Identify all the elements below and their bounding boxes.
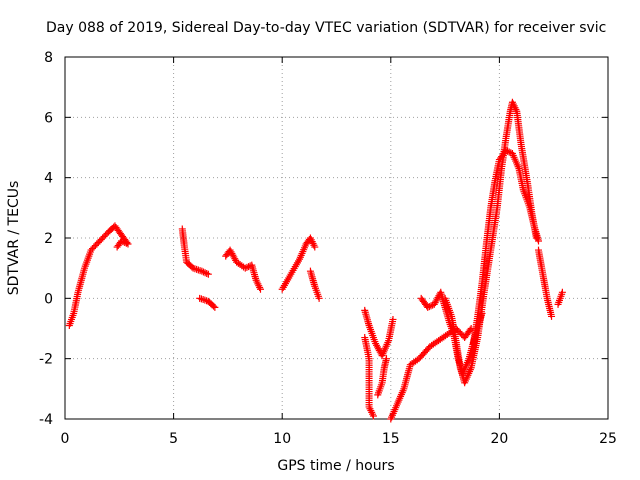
series-arc-6 [306,267,323,302]
data-point [114,242,122,250]
data-point [198,267,206,275]
y-tick-label: 8 [44,50,53,66]
y-tick-label: 4 [44,171,53,187]
data-point [241,264,249,272]
series-arc-13 [469,147,542,348]
data-point [199,268,207,276]
series-arc-1 [65,222,132,329]
data-point [466,326,474,334]
data-point [548,312,556,320]
data-point [211,303,219,311]
series-arc-8 [361,334,377,420]
data-point [534,237,542,245]
data-point [502,147,510,155]
data-point [369,412,377,420]
plot-frame [64,56,609,420]
data-point [201,269,209,277]
data-point [204,270,212,278]
y-tick-label: 6 [44,110,53,126]
x-tick-label: 0 [61,431,70,447]
data-point [113,243,121,251]
series-arc-7 [361,306,397,360]
chart-title: Day 088 of 2019, Sidereal Day-to-day VTE… [46,20,606,36]
data-point [558,288,566,296]
data-point [203,269,211,277]
data-points [65,98,566,423]
series-arc-14 [534,246,556,320]
data-point [256,285,264,293]
series-arc-9 [374,355,390,399]
data-point [210,302,218,310]
x-tick-label: 5 [169,431,178,447]
x-tick-label: 15 [382,431,400,447]
x-tick-label: 25 [599,431,617,447]
y-tick-label: 2 [44,231,53,247]
y-tick-label: 0 [44,291,53,307]
y-tick-label: -2 [39,352,53,368]
data-point [389,315,397,323]
data-point [504,147,512,155]
data-point [427,302,435,310]
data-point [122,239,130,247]
series-arc-12 [441,98,540,387]
data-point [199,296,207,304]
y-tick-label: -4 [39,412,53,428]
series-arc-4 [222,246,264,293]
gridlines [65,57,608,419]
x-tick-label: 10 [273,431,291,447]
data-point [124,240,132,248]
series-arc-3 [196,294,219,311]
data-point [196,294,204,302]
data-point [197,295,205,303]
y-axis-label: SDTVAR / TECUs [6,181,22,296]
series-arc-5 [278,234,319,293]
x-axis-label: GPS time / hours [277,458,394,474]
data-point [425,303,433,311]
axis-ticks: 0 5 10 15 20 25 -4 -2 0 2 4 6 8 [39,50,617,447]
data-point [315,294,323,302]
series-arc-15 [554,288,566,308]
data-point [311,243,319,251]
x-tick-label: 20 [490,431,508,447]
data-point [505,148,513,156]
data-point [382,355,390,363]
series-arc-2 [178,225,212,278]
data-point [424,303,432,311]
